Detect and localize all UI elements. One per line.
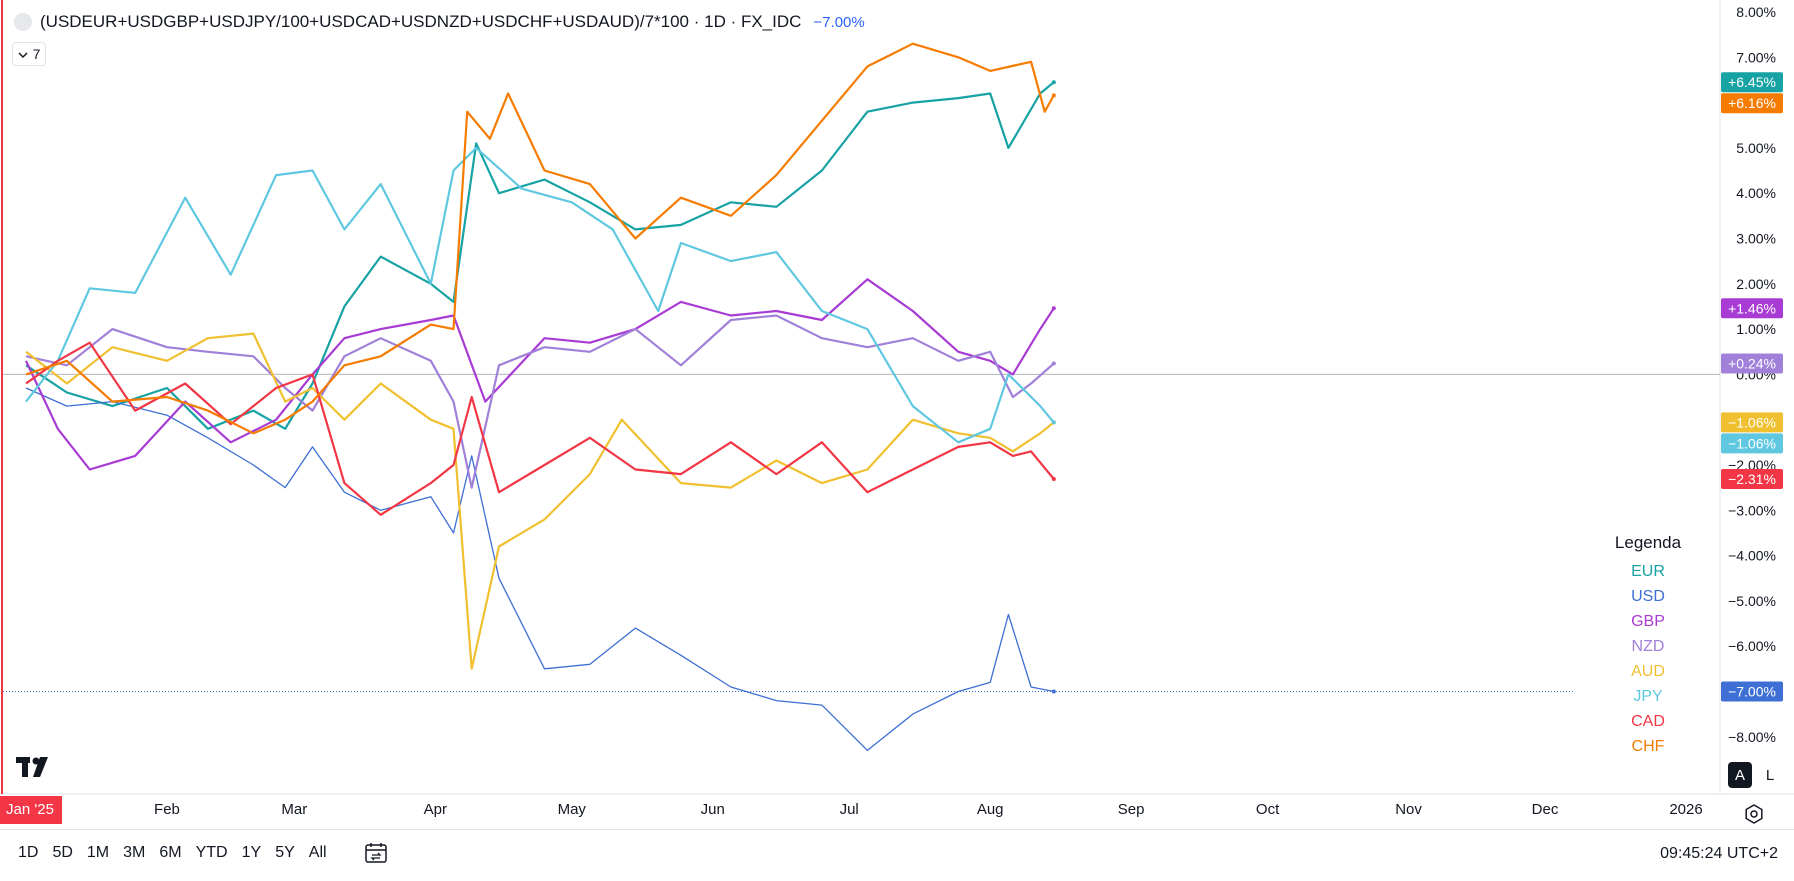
- last-value-tag-text-cad: −2.31%: [1728, 471, 1776, 487]
- series-line-usd: [25, 387, 1054, 752]
- x-tick-label: Apr: [424, 801, 447, 818]
- tradingview-logo-icon[interactable]: [16, 757, 54, 784]
- indicator-count: 7: [32, 46, 41, 62]
- clock-timezone[interactable]: 09:45:24 UTC+2: [1660, 845, 1778, 862]
- range-button-3m[interactable]: 3M: [123, 844, 146, 861]
- range-button-1y[interactable]: 1Y: [241, 844, 262, 861]
- range-button-ytd[interactable]: YTD: [195, 844, 228, 861]
- y-tick-label: −3.00%: [1728, 502, 1776, 518]
- last-value-tag-aud: [1721, 412, 1783, 433]
- series-last-point-gbp: [1051, 306, 1056, 311]
- series-last-point-jpy: [1051, 420, 1056, 425]
- chevron-down-icon: [18, 46, 28, 62]
- x-tick-label: May: [558, 801, 587, 818]
- log-scale-button[interactable]: L: [1765, 766, 1775, 784]
- x-tick-label: 2026: [1669, 801, 1702, 818]
- series-line-eur: [25, 81, 1055, 430]
- last-value-tag-text-aud: −1.06%: [1728, 414, 1776, 430]
- legend-item-cad: CAD: [1631, 713, 1665, 730]
- legend-item-aud: AUD: [1631, 663, 1665, 680]
- symbol-logo-icon: [14, 13, 32, 31]
- series-last-point-nzd: [1051, 361, 1056, 366]
- series-last-point-cad: [1051, 477, 1056, 482]
- x-tick-label: Mar: [281, 801, 307, 818]
- symbol-title[interactable]: (USDEUR+USDGBP+USDJPY/100+USDCAD+USDNZD+…: [40, 12, 802, 31]
- series-last-point-chf: [1051, 93, 1056, 98]
- last-value-tag-usd: [1721, 681, 1783, 702]
- y-tick-label: 2.00%: [1736, 276, 1776, 292]
- symbol-change: −7.00%: [813, 13, 865, 31]
- legend-item-eur: EUR: [1631, 563, 1665, 580]
- legend-item-chf: CHF: [1631, 738, 1665, 755]
- series-line-cad: [25, 341, 1055, 516]
- y-tick-label: −2.00%: [1728, 457, 1776, 473]
- x-tick-label: Jul: [840, 801, 859, 818]
- range-button-5y[interactable]: 5Y: [275, 844, 295, 861]
- last-value-tag-text-eur: +6.45%: [1728, 74, 1776, 90]
- series-line-nzd: [25, 314, 1055, 489]
- legend-item-gbp: GBP: [1631, 613, 1665, 630]
- series-line-aud: [25, 332, 1055, 670]
- x-tick-label: Oct: [1256, 801, 1280, 818]
- auto-scale-button[interactable]: A: [1728, 762, 1752, 788]
- legend-title: Legenda: [1614, 533, 1682, 552]
- x-tick-label: Jun: [701, 801, 725, 818]
- last-value-tag-nzd: [1721, 353, 1783, 374]
- range-button-1m[interactable]: 1M: [86, 844, 110, 861]
- legend-item-jpy: JPY: [1633, 688, 1663, 705]
- series-line-chf: [25, 42, 1055, 435]
- last-value-tag-text-gbp: +1.46%: [1728, 300, 1776, 316]
- x-tick-label: Dec: [1532, 801, 1559, 818]
- y-tick-label: 4.00%: [1736, 185, 1776, 201]
- time-range-buttons: 1D 5D 1M 3M 6M YTD 1Y 5Y All: [18, 844, 341, 862]
- last-value-tag-text-nzd: +0.24%: [1728, 356, 1776, 372]
- settings-gear-icon[interactable]: [1744, 804, 1764, 829]
- last-value-tag-chf: [1721, 93, 1783, 114]
- range-button-1d[interactable]: 1D: [18, 844, 39, 861]
- y-tick-label: 3.00%: [1736, 231, 1776, 247]
- indicators-collapse-button[interactable]: 7: [12, 42, 46, 66]
- y-tick-label: 1.00%: [1736, 321, 1776, 337]
- legend: Legenda EUR USD GBP NZD AUD JPY CAD CHF: [1588, 533, 1708, 759]
- range-button-all[interactable]: All: [308, 844, 327, 861]
- series-line-gbp: [25, 278, 1055, 471]
- last-value-tag-jpy: [1721, 433, 1783, 454]
- y-tick-label: −6.00%: [1728, 638, 1776, 654]
- last-value-tag-eur: [1721, 72, 1783, 93]
- last-value-tag-text-jpy: −1.06%: [1728, 435, 1776, 451]
- last-value-tag-cad: [1721, 469, 1783, 490]
- x-tick-label: Sep: [1118, 801, 1145, 818]
- series-last-point-usd: [1051, 689, 1056, 694]
- series-line-jpy: [25, 146, 1055, 444]
- x-tick-label: Feb: [154, 801, 180, 818]
- range-button-5d[interactable]: 5D: [52, 844, 73, 861]
- chart-canvas[interactable]: 8.00%7.00%6.00%5.00%4.00%3.00%2.00%1.00%…: [0, 0, 1794, 829]
- bottom-toolbar: 1D 5D 1M 3M 6M YTD 1Y 5Y All 09:45:24 UTC+2: [0, 829, 1794, 881]
- last-value-tag-text-usd: −7.00%: [1728, 684, 1776, 700]
- y-tick-label: −4.00%: [1728, 548, 1776, 564]
- y-tick-label: −5.00%: [1728, 593, 1776, 609]
- legend-item-nzd: NZD: [1631, 638, 1665, 655]
- chart-header: (USDEUR+USDGBP+USDJPY/100+USDCAD+USDNZD+…: [14, 10, 865, 34]
- y-tick-label: 5.00%: [1736, 140, 1776, 156]
- date-range-calendar-icon[interactable]: [364, 842, 388, 869]
- y-tick-label: −8.00%: [1728, 729, 1776, 745]
- series-last-point-eur: [1051, 80, 1056, 85]
- last-value-tag-text-chf: +6.16%: [1728, 95, 1776, 111]
- x-tick-label: Aug: [977, 801, 1004, 818]
- x-tick-label: Nov: [1395, 801, 1422, 818]
- legend-item-usd: USD: [1631, 588, 1665, 605]
- y-tick-label: 7.00%: [1736, 49, 1776, 65]
- x-tick-label: Jan '25: [6, 801, 54, 818]
- last-value-tag-gbp: [1721, 298, 1783, 319]
- range-button-6m[interactable]: 6M: [159, 844, 182, 861]
- x-tick-highlight: [0, 796, 62, 824]
- y-tick-label: 8.00%: [1736, 4, 1776, 20]
